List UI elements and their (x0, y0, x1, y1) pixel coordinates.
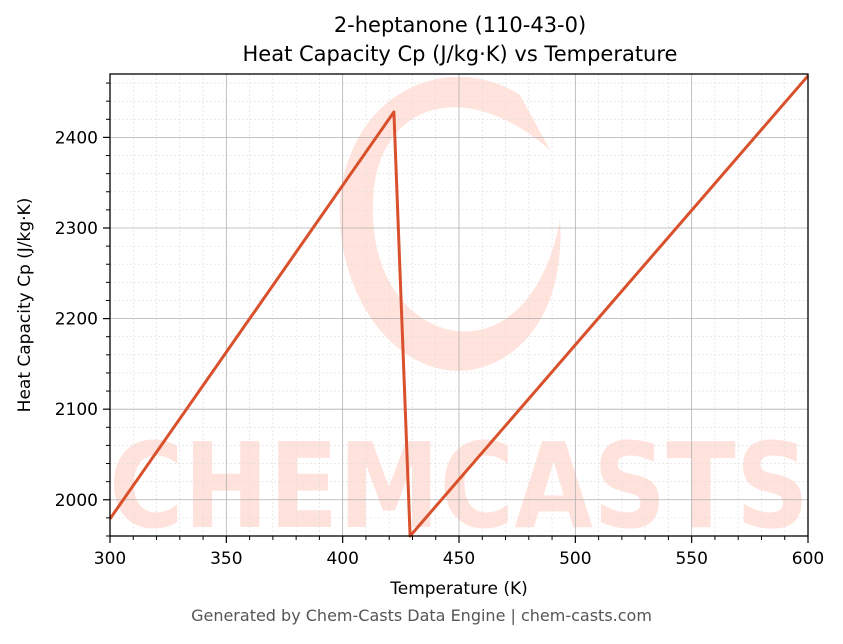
x-tick-label: 400 (326, 549, 358, 569)
y-tick-label: 2000 (55, 491, 98, 511)
ticks (103, 82, 809, 543)
x-tick-label: 300 (94, 549, 126, 569)
y-tick-label: 2300 (55, 219, 98, 239)
y-axis-label: Heat Capacity Cp (J/kg·K) (15, 198, 35, 413)
y-tick-label: 2100 (55, 400, 98, 420)
y-tick-label: 2400 (55, 128, 98, 148)
series-line (108, 74, 810, 538)
footer-credit: Generated by Chem-Casts Data Engine | ch… (191, 606, 652, 625)
series-layer (108, 74, 810, 538)
y-tick-label: 2200 (55, 310, 98, 330)
watermark-swirl (339, 76, 561, 371)
x-tick-label: 550 (675, 549, 707, 569)
chart-title: 2-heptanone (110-43-0) (334, 13, 586, 37)
x-axis-label: Temperature (K) (389, 579, 528, 599)
x-tick-label: 350 (210, 549, 242, 569)
tick-labels: 300 350 400 450 500 550 600 2000 2100 2200 2300 240… (55, 128, 824, 569)
chart-subtitle: Heat Capacity Cp (J/kg·K) vs Temperature (243, 42, 678, 66)
x-tick-label: 450 (443, 549, 475, 569)
x-tick-label: 500 (559, 549, 591, 569)
x-tick-label: 600 (792, 549, 824, 569)
